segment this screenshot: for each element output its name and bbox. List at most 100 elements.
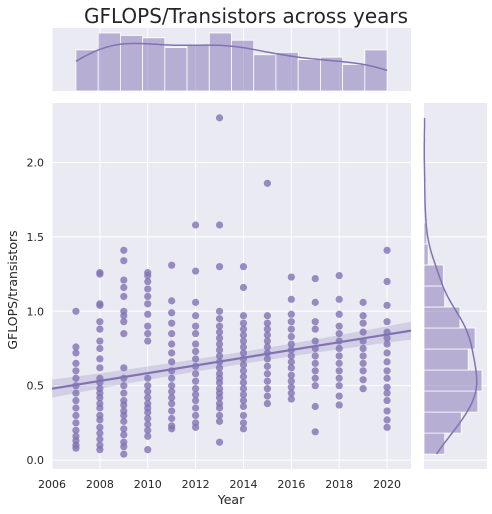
- data-point: [383, 301, 391, 309]
- data-point: [239, 373, 248, 381]
- data-point: [359, 319, 367, 327]
- data-point: [96, 429, 104, 437]
- data-point: [239, 331, 248, 339]
- data-point: [168, 414, 176, 423]
- data-point: [192, 322, 200, 330]
- data-point: [263, 343, 271, 351]
- data-point: [287, 352, 295, 360]
- data-point: [192, 396, 200, 405]
- data-point: [168, 388, 176, 396]
- data-point: [383, 367, 391, 375]
- data-point: [263, 362, 271, 370]
- data-point: [192, 298, 200, 306]
- data-point: [383, 318, 391, 326]
- data-point: [359, 376, 367, 384]
- data-point: [168, 297, 176, 305]
- data-point: [263, 399, 271, 408]
- data-point: [120, 411, 128, 420]
- data-point: [383, 396, 391, 405]
- data-point: [335, 352, 343, 360]
- data-point: [239, 283, 248, 292]
- data-point: [287, 371, 295, 379]
- data-point: [192, 330, 200, 338]
- data-point: [144, 330, 152, 338]
- data-point: [359, 328, 367, 336]
- data-point: [263, 377, 271, 385]
- data-point: [359, 298, 367, 306]
- data-point: [168, 349, 176, 357]
- data-point: [120, 364, 128, 372]
- data-point: [215, 328, 224, 336]
- data-point: [72, 444, 80, 452]
- data-point: [120, 246, 128, 254]
- data-point: [144, 393, 152, 402]
- data-point: [359, 312, 367, 320]
- data-point: [96, 301, 104, 309]
- data-point: [335, 382, 343, 390]
- data-point: [96, 355, 104, 363]
- data-point: [120, 425, 128, 433]
- data-point: [263, 337, 271, 345]
- data-point: [120, 283, 128, 292]
- data-point: [287, 273, 295, 281]
- data-point: [72, 419, 80, 427]
- data-point: [144, 374, 152, 382]
- right-marginal-bar: [423, 411, 462, 434]
- plot-background: [52, 103, 411, 469]
- data-point: [215, 438, 224, 446]
- data-point: [239, 379, 248, 387]
- data-point: [383, 349, 391, 357]
- data-point: [335, 401, 343, 409]
- data-point: [72, 426, 80, 434]
- data-point: [144, 285, 152, 293]
- data-point: [168, 261, 176, 269]
- y-tick-label: 1.5: [27, 231, 45, 244]
- data-point: [192, 411, 200, 420]
- data-point: [215, 340, 224, 348]
- data-point: [168, 340, 176, 348]
- data-point: [120, 389, 128, 397]
- data-point: [311, 298, 319, 306]
- data-point: [335, 367, 343, 375]
- data-point: [168, 393, 176, 402]
- data-point: [72, 359, 80, 367]
- data-point: [215, 114, 224, 122]
- data-point: [144, 322, 152, 330]
- data-point: [144, 300, 152, 308]
- top-marginal-bar: [342, 64, 366, 92]
- data-point: [263, 179, 271, 187]
- top-marginal-kde-line: [75, 42, 388, 72]
- data-point: [239, 425, 248, 433]
- data-point: [120, 312, 128, 320]
- right-marginal-bar: [423, 285, 446, 308]
- data-point: [120, 417, 128, 425]
- data-point: [239, 385, 248, 393]
- x-tick-label: 2012: [182, 478, 210, 491]
- top-marginal-bar: [208, 32, 232, 92]
- data-point: [120, 431, 128, 439]
- data-point: [120, 382, 128, 390]
- top-marginal-bar: [75, 49, 99, 92]
- data-point: [383, 389, 391, 397]
- data-point: [383, 334, 391, 342]
- data-point: [215, 322, 224, 330]
- data-point: [120, 443, 128, 451]
- data-point: [239, 337, 248, 345]
- data-point: [239, 361, 248, 369]
- data-point: [215, 379, 224, 387]
- data-point: [263, 325, 271, 333]
- y-tick-label: 0.0: [27, 454, 45, 467]
- data-point: [96, 364, 104, 372]
- data-point: [335, 271, 343, 280]
- right-marginal-bar: [423, 348, 469, 371]
- data-point: [239, 349, 248, 357]
- data-point: [192, 370, 200, 378]
- right-marginal-bar: [423, 390, 479, 413]
- data-point: [192, 267, 200, 275]
- top-marginal-bar: [253, 54, 277, 92]
- data-point: [311, 374, 319, 382]
- data-point: [192, 391, 200, 399]
- data-point: [72, 411, 80, 420]
- data-point: [335, 295, 343, 303]
- x-tick-label: 2014: [229, 478, 257, 491]
